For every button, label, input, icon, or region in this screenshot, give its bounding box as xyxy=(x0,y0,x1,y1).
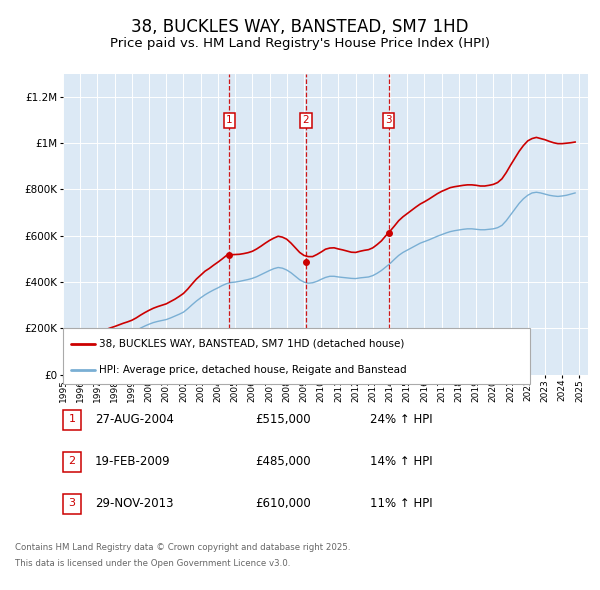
Text: 2: 2 xyxy=(68,457,76,467)
Text: 24% ↑ HPI: 24% ↑ HPI xyxy=(370,413,433,426)
Bar xyxy=(63,410,81,430)
Text: £515,000: £515,000 xyxy=(255,413,311,426)
Text: 1: 1 xyxy=(68,415,76,424)
Bar xyxy=(63,328,530,384)
Text: 19-FEB-2009: 19-FEB-2009 xyxy=(95,455,170,468)
Text: 1: 1 xyxy=(226,116,232,126)
Text: HPI: Average price, detached house, Reigate and Banstead: HPI: Average price, detached house, Reig… xyxy=(99,365,407,375)
Text: 11% ↑ HPI: 11% ↑ HPI xyxy=(370,497,433,510)
Text: 38, BUCKLES WAY, BANSTEAD, SM7 1HD (detached house): 38, BUCKLES WAY, BANSTEAD, SM7 1HD (deta… xyxy=(99,339,404,349)
Bar xyxy=(63,494,81,514)
Text: 38, BUCKLES WAY, BANSTEAD, SM7 1HD: 38, BUCKLES WAY, BANSTEAD, SM7 1HD xyxy=(131,18,469,35)
Text: £485,000: £485,000 xyxy=(255,455,311,468)
Text: This data is licensed under the Open Government Licence v3.0.: This data is licensed under the Open Gov… xyxy=(15,559,290,569)
Text: 29-NOV-2013: 29-NOV-2013 xyxy=(95,497,173,510)
Text: 2: 2 xyxy=(303,116,310,126)
Text: 27-AUG-2004: 27-AUG-2004 xyxy=(95,413,174,426)
Text: £610,000: £610,000 xyxy=(255,497,311,510)
Text: 3: 3 xyxy=(68,499,76,509)
Text: 14% ↑ HPI: 14% ↑ HPI xyxy=(370,455,433,468)
Text: Contains HM Land Registry data © Crown copyright and database right 2025.: Contains HM Land Registry data © Crown c… xyxy=(15,543,350,552)
Text: 3: 3 xyxy=(385,116,392,126)
Bar xyxy=(63,452,81,472)
Text: Price paid vs. HM Land Registry's House Price Index (HPI): Price paid vs. HM Land Registry's House … xyxy=(110,37,490,50)
